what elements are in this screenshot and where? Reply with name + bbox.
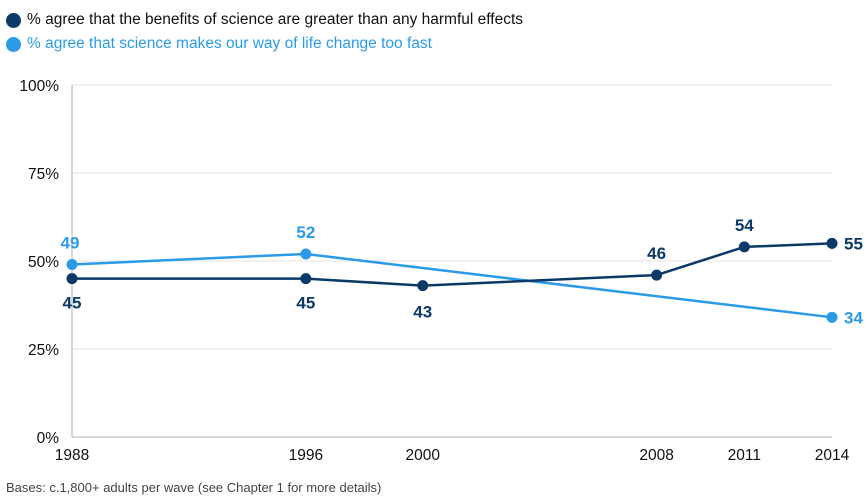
y-tick-label: 0% (37, 430, 60, 447)
data-point-benefits (651, 269, 663, 281)
footnote: Bases: c.1,800+ adults per wave (see Cha… (6, 480, 382, 495)
x-tick-label: 2008 (639, 447, 673, 464)
y-tick-label: 50% (28, 254, 59, 271)
x-tick-label: 2014 (815, 447, 850, 464)
x-tick-label: 1996 (289, 447, 323, 464)
data-point-benefits (826, 237, 838, 249)
legend-marker-too-fast (6, 36, 21, 52)
data-point-benefits (417, 280, 429, 292)
data-point-too-fast (66, 259, 78, 271)
data-point-benefits (738, 241, 750, 253)
data-point-benefits (300, 273, 312, 285)
y-tick-label: 25% (28, 342, 59, 359)
data-label-too-fast: 34 (844, 308, 863, 327)
data-label-benefits: 46 (647, 244, 666, 263)
y-tick-label: 75% (28, 166, 59, 183)
y-tick-label: 100% (19, 78, 59, 95)
data-label-too-fast: 49 (61, 234, 80, 253)
legend-item-too-fast: % agree that science makes our way of li… (6, 32, 523, 56)
data-point-too-fast (300, 248, 312, 260)
series-line-too-fast (71, 252, 833, 319)
legend-label-too-fast: % agree that science makes our way of li… (27, 35, 432, 52)
data-point-benefits (66, 273, 78, 285)
legend-item-benefits: % agree that the benefits of science are… (6, 8, 523, 32)
x-tick-label: 2000 (406, 447, 441, 464)
data-label-too-fast: 52 (296, 223, 315, 242)
data-label-benefits: 45 (296, 294, 315, 313)
data-label-benefits: 45 (63, 294, 82, 313)
data-label-benefits: 54 (735, 216, 754, 235)
data-label-benefits: 43 (413, 303, 432, 322)
chart-legend: % agree that the benefits of science are… (6, 8, 523, 56)
data-point-too-fast (826, 311, 838, 323)
line-chart: 0% 25% 50% 75% 100% 1988 1996 2000 2008 2011 2014 4… (19, 78, 863, 464)
data-label-benefits: 55 (844, 234, 863, 253)
legend-label-benefits: % agree that the benefits of science are… (27, 11, 524, 28)
x-tick-label: 2011 (728, 447, 761, 464)
series-line-benefits (72, 242, 833, 287)
x-tick-label: 1988 (55, 447, 89, 464)
legend-marker-benefits (6, 12, 21, 28)
